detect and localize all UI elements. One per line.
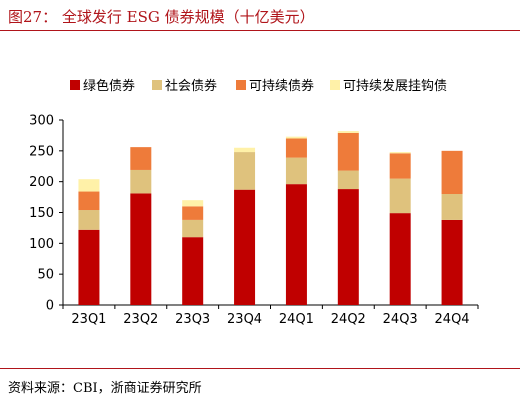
source-rule — [0, 368, 520, 369]
bar-segment — [285, 157, 307, 185]
bar-segment — [78, 191, 100, 211]
bar-segment — [389, 213, 411, 305]
legend-label: 可持续发展挂钩债 — [343, 78, 447, 94]
y-tick-label: 250 — [29, 144, 54, 159]
bar-segment — [234, 147, 256, 153]
legend-swatch — [330, 80, 340, 90]
bar-segment — [337, 132, 359, 171]
y-tick-label: 100 — [29, 237, 54, 252]
legend-label: 绿色债券 — [83, 78, 135, 94]
x-tick-label: 23Q4 — [227, 312, 262, 327]
stacked-bar-chart: 绿色债券 社会债券 可持续债券 可持续发展挂钩债 0 50 100 150 200 250 300 2… — [29, 78, 479, 327]
title-rule — [0, 30, 520, 31]
bar-segment — [78, 229, 100, 305]
bar-segment — [441, 219, 463, 305]
x-tick-label: 23Q1 — [71, 312, 106, 327]
y-tick-label: 150 — [29, 206, 54, 221]
bar-segment — [337, 131, 359, 133]
bar-segment — [285, 184, 307, 305]
bar-segment — [389, 152, 411, 154]
legend-swatch — [152, 80, 162, 90]
bar-segment — [78, 179, 100, 192]
bar-segment — [130, 193, 152, 305]
x-tick-label: 24Q3 — [383, 312, 418, 327]
source-note: 资料来源：CBI，浙商证券研究所 — [8, 381, 202, 396]
y-tick-label: 200 — [29, 175, 54, 190]
bar-segment — [285, 138, 307, 158]
bar-segment — [389, 153, 411, 179]
bar-segment — [337, 189, 359, 305]
figure-header: 图27： 全球发行 ESG 债券规模（十亿美元） — [0, 0, 520, 30]
x-tick-label: 24Q4 — [435, 312, 470, 327]
bar-segment — [182, 237, 204, 305]
legend-swatch — [70, 80, 80, 90]
y-tick-label: 50 — [37, 268, 54, 283]
bar-segment — [130, 147, 152, 170]
bar-segment — [234, 189, 256, 305]
bar-segment — [441, 194, 463, 220]
x-tick-label: 23Q2 — [123, 312, 158, 327]
bar-segment — [182, 219, 204, 238]
x-tick-label: 24Q2 — [331, 312, 366, 327]
bar-segment — [285, 136, 307, 139]
y-tick-label: 300 — [29, 114, 54, 129]
x-tick-label: 24Q1 — [279, 312, 314, 327]
bar-segment — [441, 150, 463, 194]
bar-segment — [234, 152, 256, 190]
bar-segment — [389, 178, 411, 214]
figure-title: 图27： 全球发行 ESG 债券规模（十亿美元） — [8, 8, 315, 26]
bar-segment — [182, 206, 204, 220]
bar-segment — [182, 200, 204, 207]
legend-label: 社会债券 — [165, 78, 217, 94]
bar-segment — [337, 170, 359, 190]
y-tick-label: 0 — [46, 299, 54, 314]
x-tick-label: 23Q3 — [175, 312, 210, 327]
legend-swatch — [236, 80, 246, 90]
legend-label: 可持续债券 — [249, 78, 314, 94]
bar-segment — [78, 210, 100, 230]
bar-segment — [130, 169, 152, 194]
